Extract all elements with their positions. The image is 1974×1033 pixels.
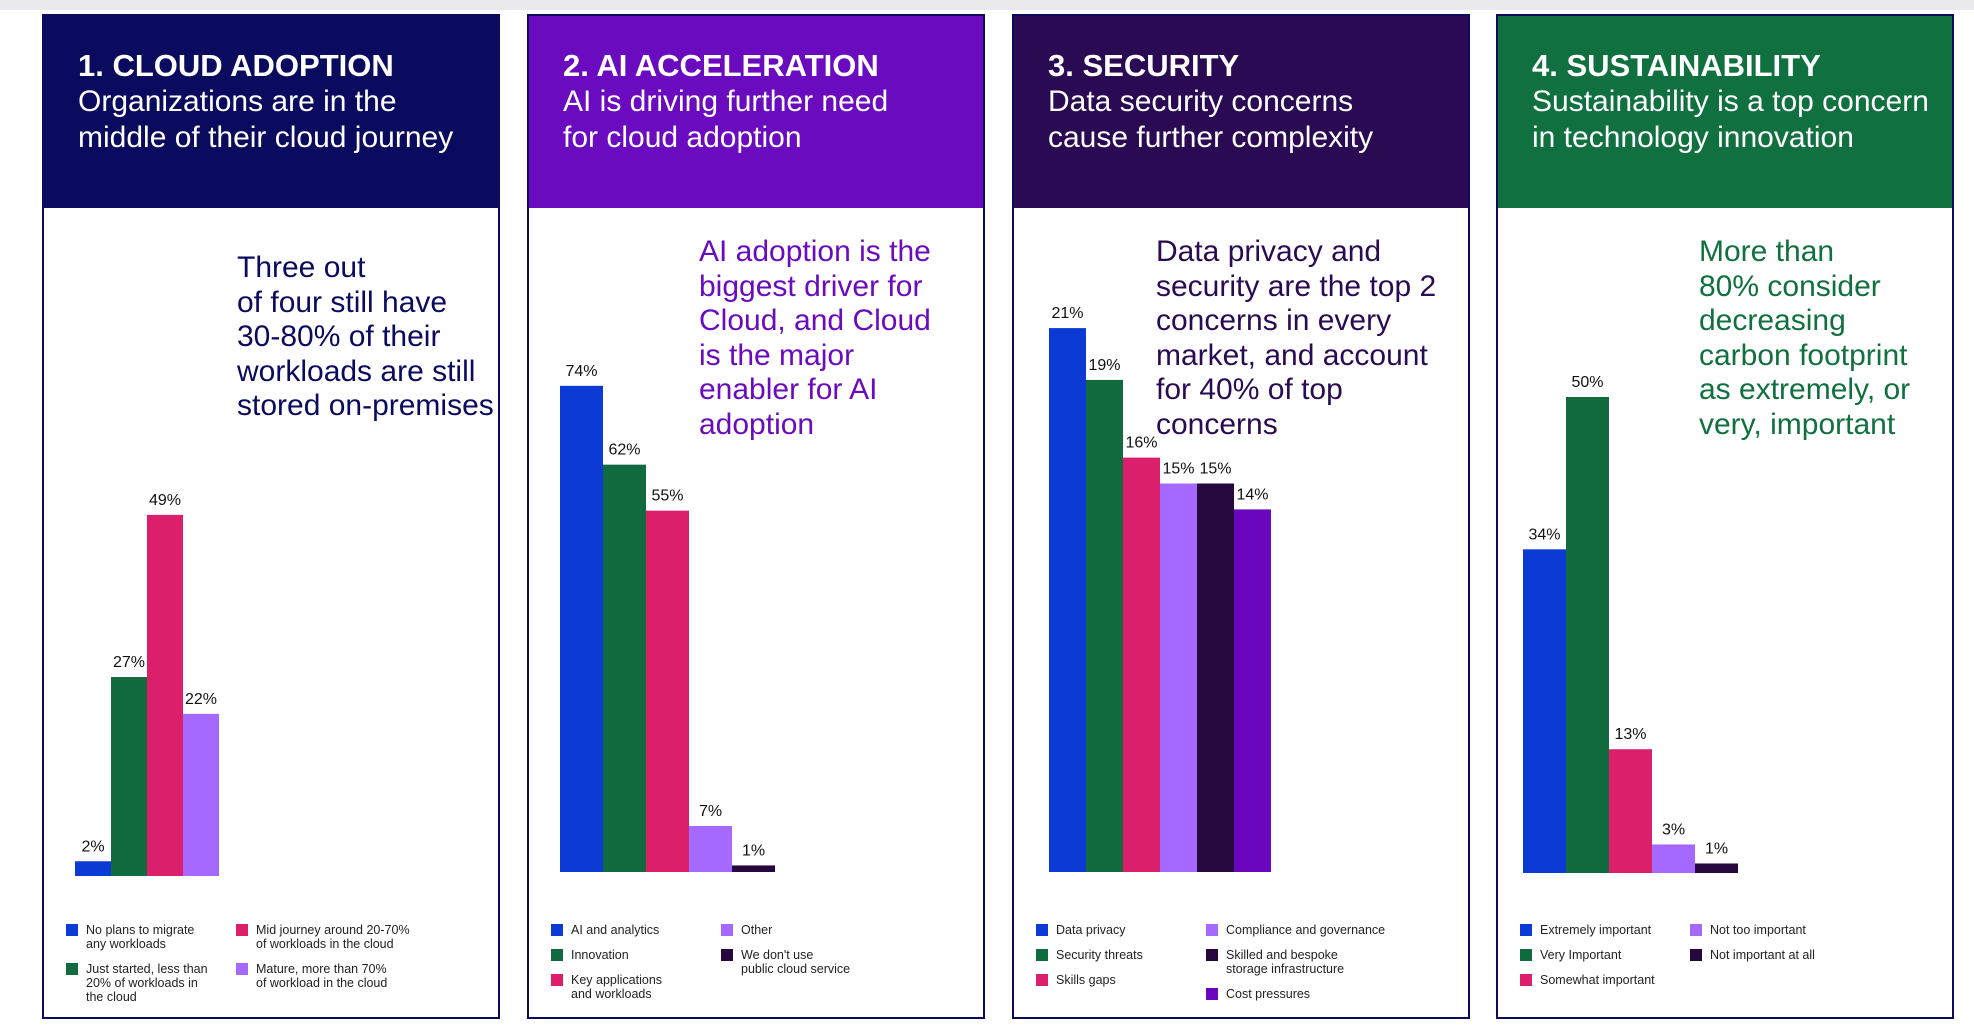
- data-label: 55%: [651, 488, 683, 505]
- panel-title: 4. SUSTAINABILITY: [1532, 48, 1821, 83]
- data-label: 19%: [1088, 357, 1120, 374]
- bar: [1234, 509, 1271, 872]
- panel-headline: AI adoption is the biggest driver for Cl…: [699, 235, 931, 441]
- panel-title: 3. SECURITY: [1048, 48, 1240, 83]
- bar: [689, 826, 732, 872]
- data-label: 1%: [742, 842, 765, 859]
- bar: [1609, 749, 1652, 873]
- panel-headline: Data privacy and security are the top 2 …: [1156, 235, 1437, 441]
- bar: [1695, 863, 1738, 873]
- panel-subtitle: Organizations are in the middle of their…: [78, 85, 454, 154]
- data-label: 15%: [1199, 461, 1231, 478]
- bar: [732, 865, 775, 872]
- data-label: 15%: [1162, 461, 1194, 478]
- bar-chart: 21% 19% 16% 15% 15% 14%: [1049, 305, 1271, 873]
- bar: [1652, 844, 1695, 873]
- bar-chart: 2% 27% 49% 22%: [75, 492, 219, 876]
- data-label: 34%: [1528, 526, 1560, 543]
- panel-header: 1. CLOUD ADOPTION Organizations are in t…: [44, 16, 498, 208]
- panel-headline: Three out of four still have 30-80% of t…: [237, 251, 494, 422]
- bar: [147, 514, 183, 876]
- bar-chart: 74% 62% 55% 7% 1%: [560, 363, 775, 872]
- data-label: 74%: [565, 363, 597, 380]
- bar: [111, 677, 147, 876]
- data-label: 49%: [149, 492, 181, 509]
- bar: [1566, 397, 1609, 873]
- bar: [1086, 379, 1123, 872]
- data-label: 3%: [1662, 821, 1685, 838]
- panel-headline: More than 80% consider decreasing carbon…: [1699, 235, 1911, 441]
- panel-cloud-adoption: 1. CLOUD ADOPTION Organizations are in t…: [42, 14, 500, 1019]
- panel-subtitle: Data security concerns cause further com…: [1048, 85, 1374, 154]
- bar: [1049, 328, 1086, 873]
- panel-header: 3. SECURITY Data security concerns cause…: [1014, 16, 1468, 208]
- panel-header: 4. SUSTAINABILITY Sustainability is a to…: [1498, 16, 1952, 208]
- data-label: 2%: [81, 838, 104, 855]
- bar-chart: 34% 50% 13% 3% 1%: [1523, 374, 1738, 873]
- data-label: 50%: [1571, 374, 1603, 391]
- panel-subtitle: AI is driving further need for cloud ado…: [563, 85, 889, 154]
- bar: [603, 464, 646, 872]
- data-label: 62%: [608, 442, 640, 459]
- top-divider: [0, 0, 1974, 10]
- bar: [183, 713, 219, 876]
- bar: [1123, 457, 1160, 872]
- data-label: 14%: [1236, 486, 1268, 503]
- panel-title: 2. AI ACCELERATION: [563, 48, 879, 83]
- panel-subtitle: Sustainability is a top concern in techn…: [1532, 85, 1929, 154]
- panel-sustainability: 4. SUSTAINABILITY Sustainability is a to…: [1496, 14, 1954, 1019]
- bar: [1523, 549, 1566, 873]
- panel-header: 2. AI ACCELERATION AI is driving further…: [529, 16, 983, 208]
- data-label: 7%: [699, 803, 722, 820]
- panel-security: 3. SECURITY Data security concerns cause…: [1012, 14, 1470, 1019]
- data-label: 21%: [1051, 305, 1083, 322]
- data-label: 27%: [113, 654, 145, 671]
- panel-ai-acceleration: 2. AI ACCELERATION AI is driving further…: [527, 14, 985, 1019]
- bar: [560, 385, 603, 872]
- data-label: 22%: [185, 691, 217, 708]
- data-label: 16%: [1125, 435, 1157, 452]
- panel-title: 1. CLOUD ADOPTION: [78, 48, 394, 83]
- data-label: 13%: [1614, 726, 1646, 743]
- bar: [1197, 483, 1234, 872]
- bar: [75, 861, 111, 876]
- bar: [646, 510, 689, 872]
- bar: [1160, 483, 1197, 872]
- data-label: 1%: [1705, 840, 1728, 857]
